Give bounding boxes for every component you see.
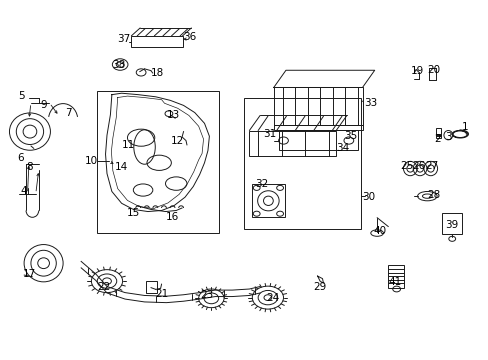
Text: 23: 23: [200, 291, 213, 301]
Text: 41: 41: [387, 277, 401, 287]
Bar: [435, 128, 440, 138]
Text: 21: 21: [155, 289, 168, 299]
Text: 6: 6: [17, 153, 23, 163]
Text: 35: 35: [344, 131, 357, 141]
Bar: [387, 265, 404, 288]
Bar: [278, 130, 357, 150]
Text: 11: 11: [122, 140, 135, 150]
Text: 14: 14: [115, 162, 128, 172]
Text: 26: 26: [411, 161, 425, 171]
Bar: [243, 98, 360, 229]
Text: 25: 25: [399, 161, 412, 171]
Text: 37: 37: [117, 35, 130, 44]
Text: 5: 5: [18, 91, 24, 101]
Text: 13: 13: [167, 110, 180, 120]
Text: 31: 31: [263, 129, 276, 139]
Text: 27: 27: [425, 161, 438, 171]
Bar: [273, 125, 362, 130]
Text: 36: 36: [183, 32, 196, 42]
Text: 20: 20: [426, 64, 439, 75]
Text: 30: 30: [362, 192, 375, 202]
Text: 15: 15: [126, 208, 140, 218]
Text: 38: 38: [112, 59, 125, 69]
Text: 29: 29: [313, 282, 326, 292]
Text: 4: 4: [21, 186, 27, 197]
Text: 24: 24: [265, 293, 279, 303]
Bar: [249, 131, 335, 156]
Text: 10: 10: [84, 156, 97, 166]
Polygon shape: [273, 70, 374, 87]
Bar: [146, 282, 157, 293]
Text: 9: 9: [40, 100, 47, 111]
Text: 3: 3: [444, 132, 451, 142]
Text: 39: 39: [444, 220, 457, 230]
Bar: [251, 184, 285, 217]
Text: 17: 17: [22, 269, 36, 279]
Text: 22: 22: [97, 282, 110, 292]
Text: 2: 2: [433, 134, 440, 144]
Text: 7: 7: [64, 108, 71, 118]
Text: 28: 28: [426, 190, 439, 200]
Bar: [97, 91, 219, 233]
Text: 8: 8: [26, 162, 33, 172]
Text: 19: 19: [410, 66, 424, 76]
Bar: [273, 87, 362, 125]
Text: 33: 33: [363, 98, 376, 108]
Text: 34: 34: [336, 143, 349, 153]
Text: 1: 1: [461, 122, 467, 132]
Bar: [441, 213, 462, 234]
Text: 16: 16: [165, 212, 179, 221]
Text: 18: 18: [151, 68, 164, 78]
Text: 40: 40: [373, 226, 386, 236]
Bar: [131, 36, 182, 47]
Text: 12: 12: [170, 136, 183, 146]
Text: 32: 32: [254, 179, 267, 189]
